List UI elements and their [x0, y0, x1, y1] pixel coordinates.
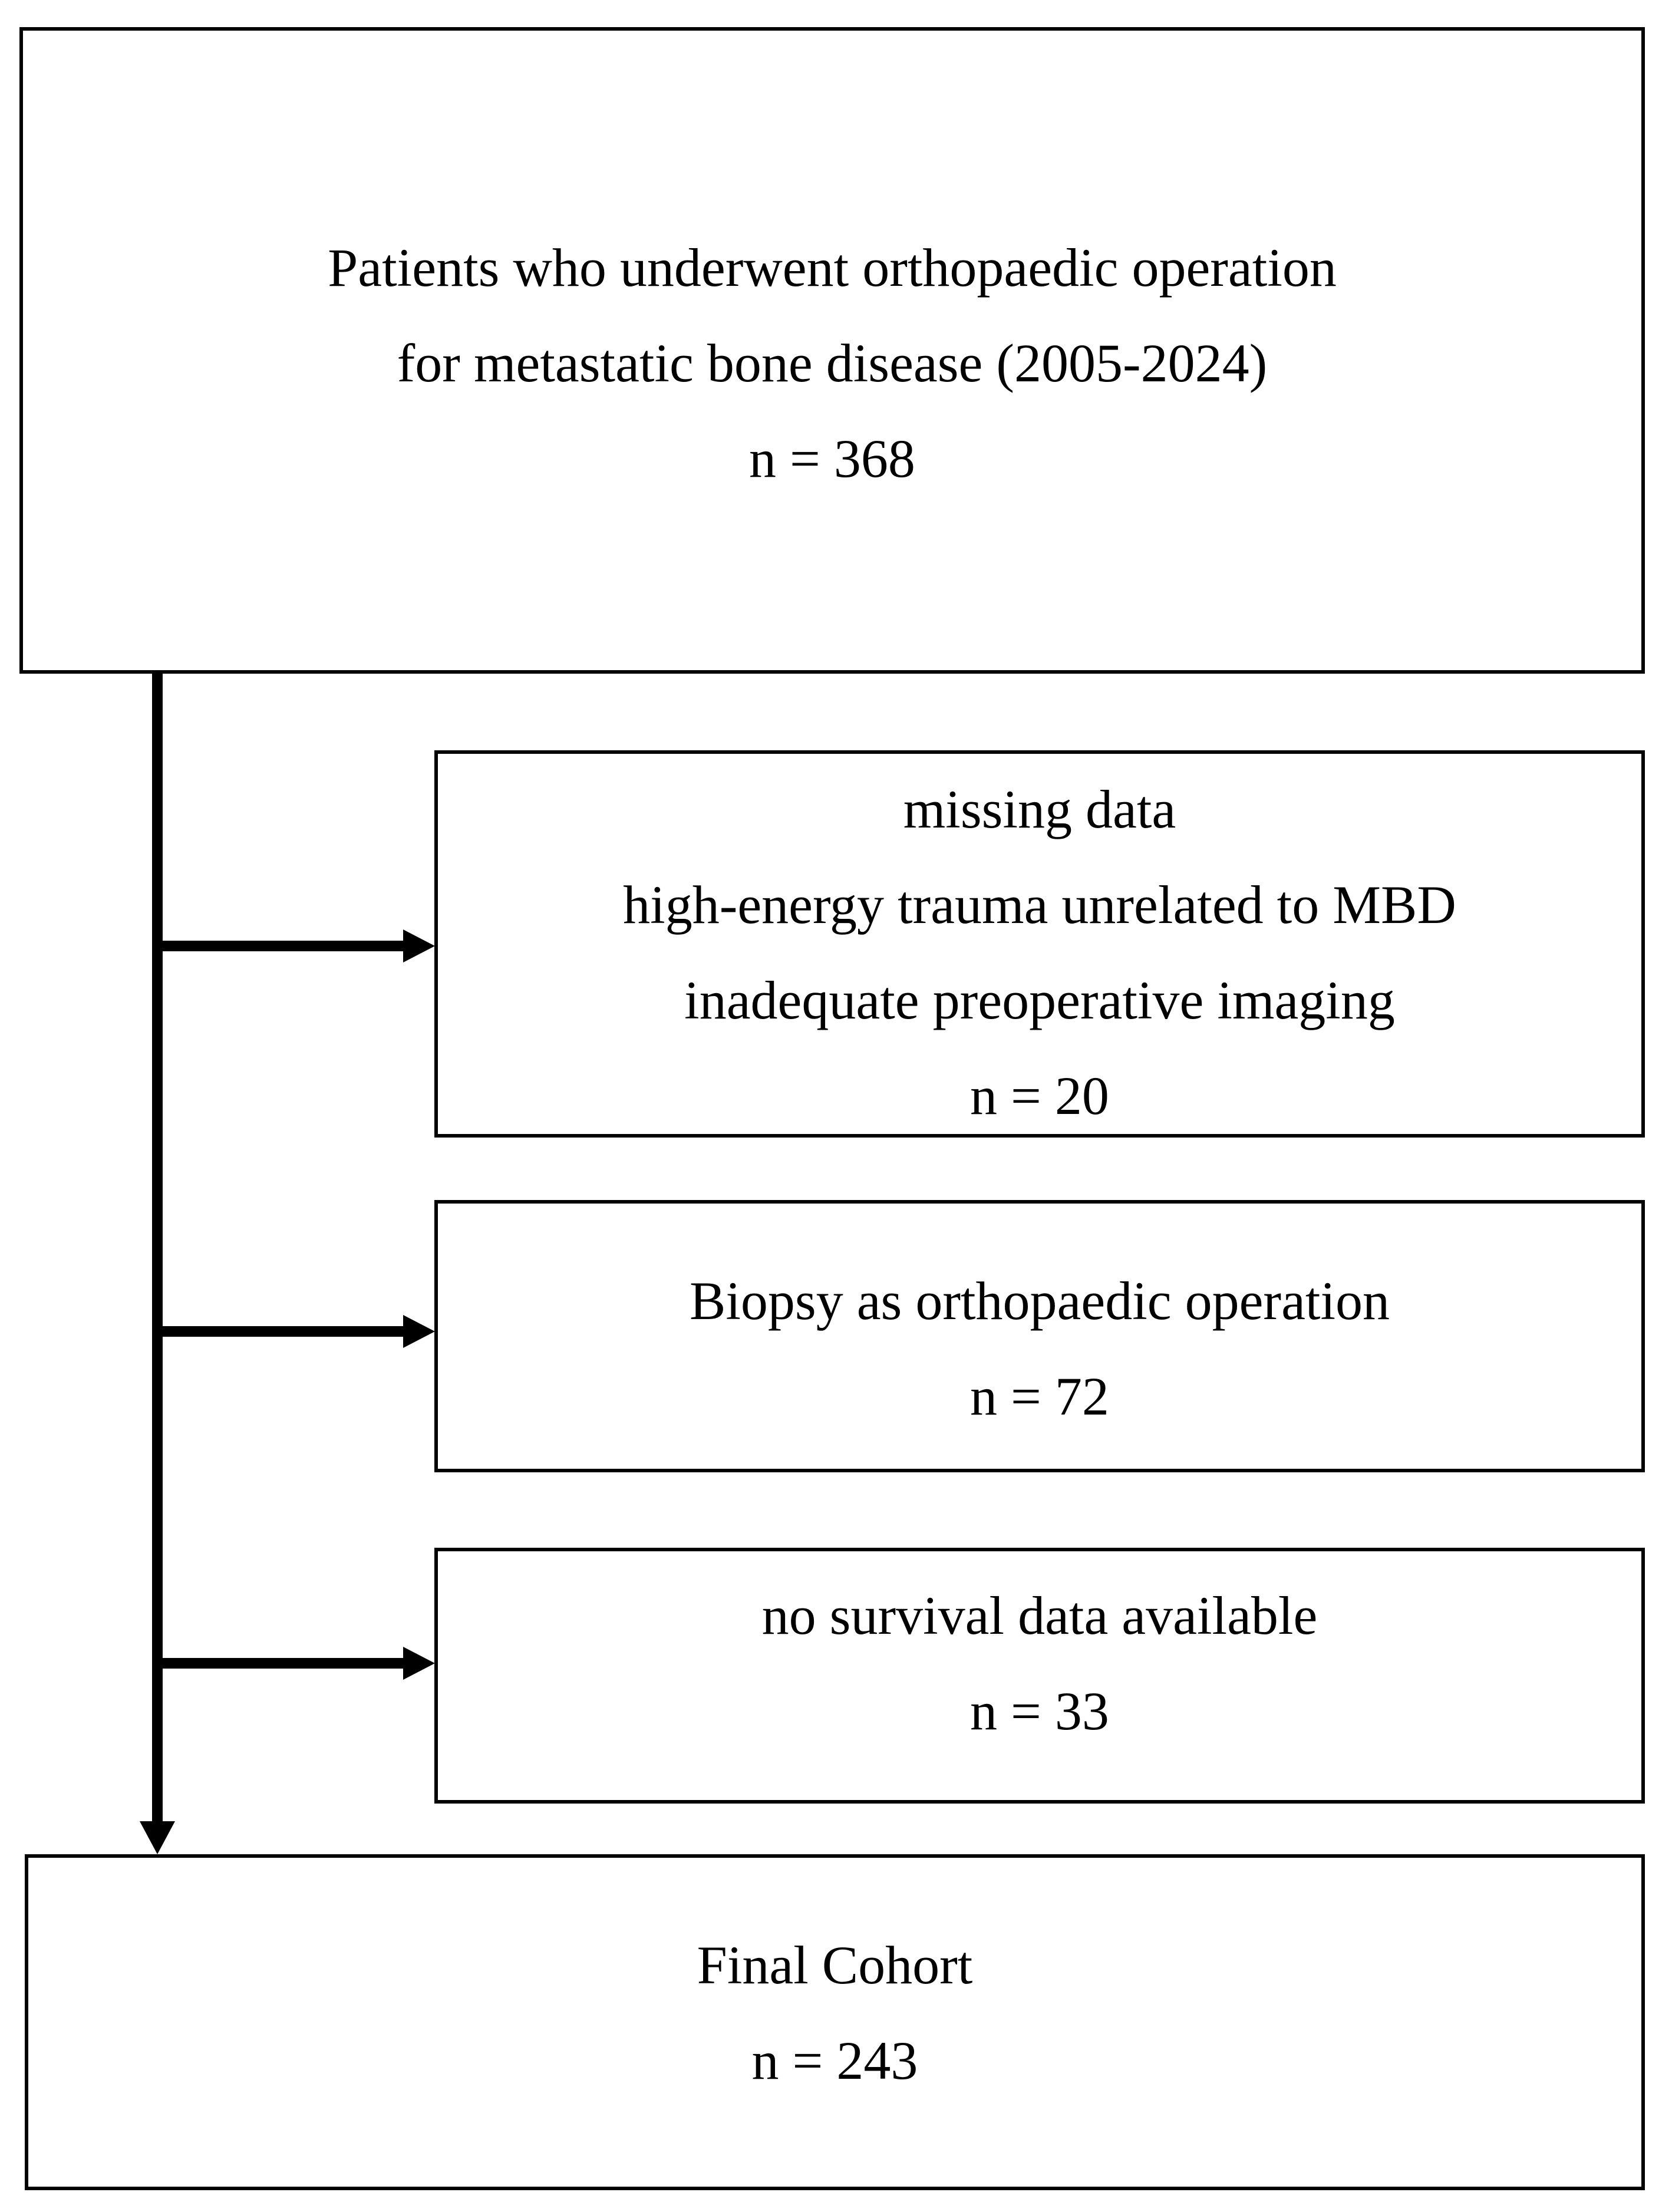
exclusion-3-count: n = 33 — [970, 1681, 1109, 1741]
exclusion-2-count: n = 72 — [970, 1366, 1109, 1426]
exclusion-1-reason-1: missing data — [903, 779, 1176, 839]
final-cohort-count: n = 243 — [751, 2030, 918, 2091]
source-population-line-1: Patients who underwent orthopaedic opera… — [328, 237, 1337, 298]
source-population-box: Patients who underwent orthopaedic opera… — [19, 27, 1645, 674]
exclusion-3-reason: no survival data available — [761, 1585, 1318, 1646]
exclusion-1-count: n = 20 — [970, 1065, 1109, 1126]
main-flow-connector-line — [152, 674, 163, 1822]
exclusion-box-no-survival-data: no survival data available n = 33 — [434, 1548, 1645, 1804]
exclusion-box-missing-data: missing data high-energy trauma unrelate… — [434, 750, 1645, 1138]
exclusion-2-reason: Biopsy as orthopaedic operation — [689, 1271, 1390, 1331]
source-population-line-2: for metastatic bone disease (2005-2024) — [397, 332, 1268, 393]
exclusion-arrow-1-line — [152, 941, 404, 951]
right-arrowhead-1-icon — [403, 929, 435, 962]
exclusion-1-reason-3: inadequate preoperative imaging — [684, 970, 1395, 1030]
exclusion-box-biopsy: Biopsy as orthopaedic operation n = 72 — [434, 1200, 1645, 1472]
final-cohort-title: Final Cohort — [697, 1935, 973, 1995]
down-arrowhead-icon — [140, 1821, 175, 1854]
exclusion-1-reason-2: high-energy trauma unrelated to MBD — [623, 874, 1456, 935]
source-population-count: n = 368 — [749, 428, 915, 489]
right-arrowhead-2-icon — [403, 1315, 435, 1348]
final-cohort-box: Final Cohort n = 243 — [25, 1854, 1645, 2190]
right-arrowhead-3-icon — [403, 1647, 435, 1680]
exclusion-arrow-2-line — [152, 1326, 404, 1337]
exclusion-arrow-3-line — [152, 1658, 404, 1669]
